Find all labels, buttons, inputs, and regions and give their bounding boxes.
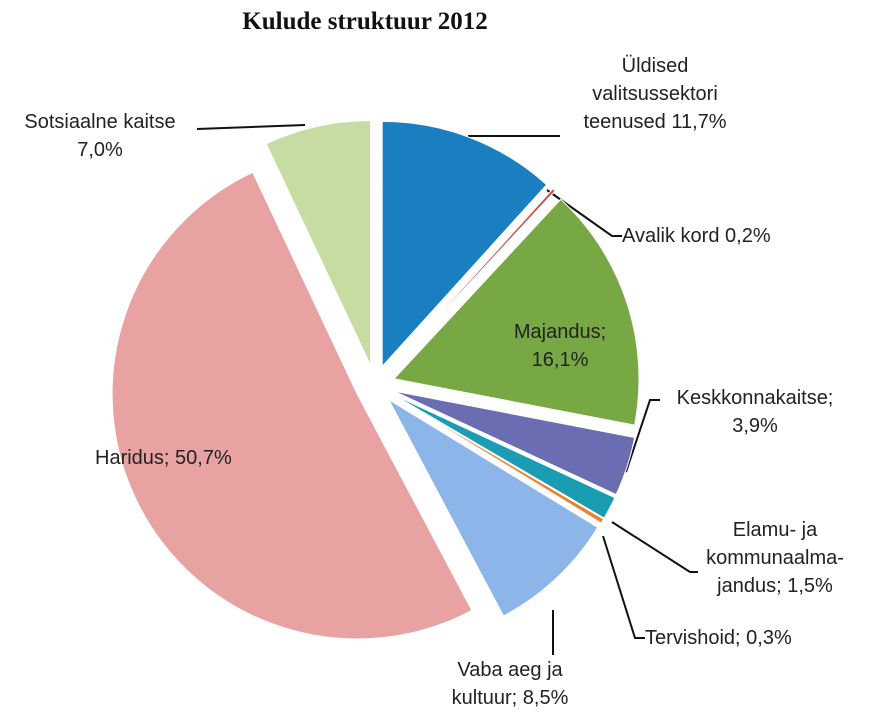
pie-slice xyxy=(391,394,605,524)
value-label: 50,7% xyxy=(175,447,232,469)
category-name: Vaba aeg ja kultuur; xyxy=(451,659,563,709)
pie-slice xyxy=(387,398,599,617)
slice-label: Keskkonnakaitse; 3,9% xyxy=(660,384,850,440)
slice-label: Tervishoid; 0,3% xyxy=(645,624,792,652)
pie-slice xyxy=(381,120,548,368)
leader-line xyxy=(546,189,622,237)
value-label: 16,1% xyxy=(531,349,589,371)
category-name: Tervishoid; xyxy=(645,627,741,649)
pie-slice xyxy=(393,198,640,426)
value-label: 0,2% xyxy=(725,225,771,247)
slice-label: Üldised valitsussektori teenused 11,7% xyxy=(565,52,745,136)
value-label: 3,9% xyxy=(732,415,778,437)
leader-line xyxy=(196,124,306,130)
value-label: 1,5% xyxy=(787,575,833,597)
slice-label: Majandus; 16,1% xyxy=(500,318,620,374)
slice-label: Avalik kord 0,2% xyxy=(622,222,771,250)
pie-slice xyxy=(392,393,616,519)
category-name: Keskkonnakaitse; xyxy=(676,387,834,409)
category-name: Sotsiaalne kaitse xyxy=(24,111,176,133)
category-name: Üldised valitsussektori teenused xyxy=(583,55,718,133)
value-label: 8,5% xyxy=(522,687,569,709)
chart-title: Kulude struktuur 2012 xyxy=(242,8,488,35)
pie-slice xyxy=(393,390,636,496)
pie-slice xyxy=(111,171,473,640)
leader-line xyxy=(625,399,660,473)
leader-lines xyxy=(196,124,698,655)
category-name: Elamu- ja kommunaalma-jandus; xyxy=(706,519,844,597)
category-name: Haridus; xyxy=(95,447,170,469)
pie-slice xyxy=(265,119,372,366)
slice-label: Vaba aeg ja kultuur; 8,5% xyxy=(430,656,590,712)
slice-label: Elamu- ja kommunaalma-jandus; 1,5% xyxy=(700,516,850,600)
pie-slice xyxy=(388,187,556,371)
value-label: 11,7% xyxy=(671,111,727,133)
category-name: Majandus; xyxy=(513,321,607,343)
category-name: Avalik kord xyxy=(622,225,720,247)
leader-line xyxy=(602,535,645,639)
slice-label: Haridus; 50,7% xyxy=(95,444,232,472)
value-label: 0,3% xyxy=(746,627,792,649)
leader-line xyxy=(611,521,698,573)
value-label: 7,0% xyxy=(77,139,123,161)
slice-label: Sotsiaalne kaitse 7,0% xyxy=(5,108,195,164)
